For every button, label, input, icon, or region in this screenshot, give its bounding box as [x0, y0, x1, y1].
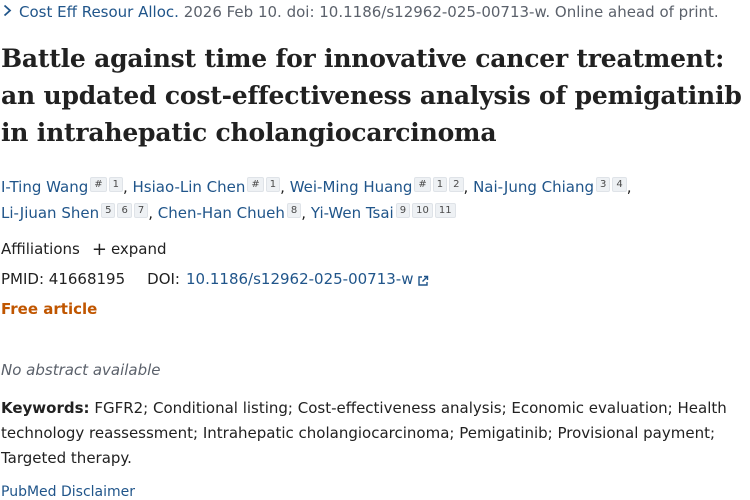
identifiers: PMID: 41668195 DOI: 10.1186/s12962-025-0…	[1, 270, 429, 288]
citation-line: Cost Eff Resour Alloc. 2026 Feb 10. doi:…	[3, 3, 719, 21]
author-separator: ,	[280, 178, 290, 196]
affiliation-number[interactable]: 2	[449, 177, 464, 192]
affiliation-number[interactable]: 8	[286, 203, 302, 218]
author-link[interactable]: Nai-Jung Chiang	[473, 178, 594, 196]
equal-contrib-marker[interactable]: #	[414, 177, 431, 192]
affiliation-number[interactable]: 3	[596, 177, 611, 192]
affiliation-number[interactable]: 1	[432, 177, 448, 192]
plus-icon: +	[91, 238, 107, 260]
author-separator: ,	[463, 178, 474, 196]
affiliation-number[interactable]: 1	[265, 177, 281, 192]
author-separator: ,	[122, 178, 133, 196]
affiliation-number[interactable]: 5	[101, 203, 116, 218]
keywords-text: FGFR2; Conditional listing; Cost-effecti…	[1, 399, 727, 467]
author-link[interactable]: Yi-Wen Tsai	[310, 204, 394, 222]
affiliations-toggle[interactable]: Affiliations + expand	[1, 240, 167, 258]
equal-contrib-marker[interactable]: #	[247, 177, 264, 192]
author-link[interactable]: Wei-Ming Huang	[289, 178, 413, 196]
author-link[interactable]: Hsiao-Lin Chen	[132, 178, 246, 196]
keywords-label: Keywords:	[1, 399, 90, 417]
expand-label[interactable]: expand	[110, 240, 167, 258]
author-link[interactable]: I-Ting Wang	[1, 178, 89, 196]
author-link[interactable]: Li-Jiuan Shen	[1, 204, 100, 222]
affiliation-number[interactable]: 9	[395, 203, 411, 218]
authors-list: I-Ting Wang #1, Hsiao-Lin Chen #1, Wei-Min…	[1, 174, 746, 226]
pmid-label: PMID:	[1, 270, 45, 288]
affiliation-number[interactable]: 10	[412, 203, 433, 218]
affiliation-number[interactable]: 6	[117, 203, 132, 218]
affiliation-number[interactable]: 1	[108, 177, 123, 192]
doi-label: DOI:	[147, 270, 180, 288]
pmid-value: 41668195	[48, 270, 126, 288]
citation-details: 2026 Feb 10. doi: 10.1186/s12962-025-007…	[183, 3, 719, 21]
affiliation-number[interactable]: 4	[612, 177, 627, 192]
article-title: Battle against time for innovative cance…	[1, 44, 742, 147]
doi-link[interactable]: 10.1186/s12962-025-00713-w	[186, 270, 414, 288]
affiliation-number[interactable]: 11	[434, 203, 456, 218]
author-link[interactable]: Chen-Han Chueh	[157, 204, 285, 222]
free-article-badge: Free article	[1, 300, 98, 318]
keywords-section: Keywords: FGFR2; Conditional listing; Co…	[1, 396, 746, 471]
equal-contrib-marker[interactable]: #	[90, 177, 107, 192]
affiliations-label: Affiliations	[1, 240, 80, 258]
journal-link[interactable]: Cost Eff Resour Alloc.	[19, 3, 179, 21]
pubmed-disclaimer-link[interactable]: PubMed Disclaimer	[1, 484, 136, 500]
chevron-right-icon[interactable]	[3, 4, 13, 21]
external-link-icon[interactable]	[417, 273, 429, 286]
no-abstract-notice: No abstract available	[1, 361, 161, 379]
affiliation-number[interactable]: 7	[133, 203, 149, 218]
author-separator: ,	[626, 178, 632, 196]
author-separator: ,	[301, 204, 311, 222]
author-separator: ,	[148, 204, 158, 222]
